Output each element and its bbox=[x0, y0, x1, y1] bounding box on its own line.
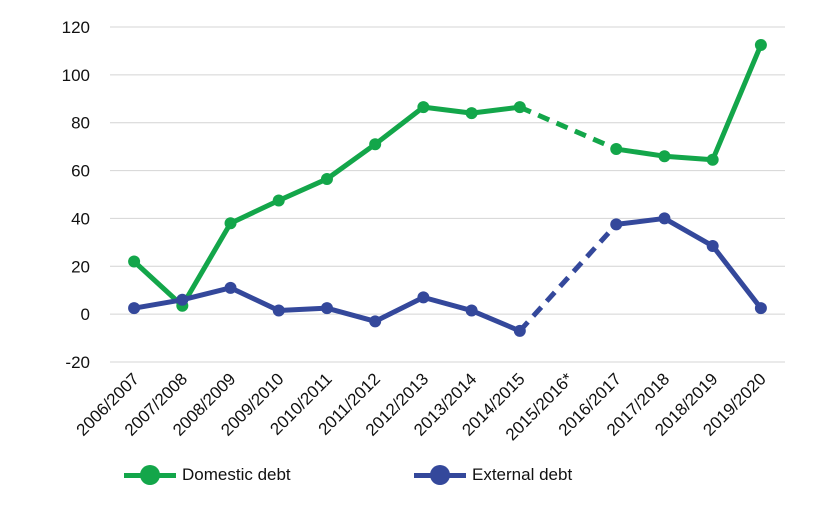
legend-item-external: External debt bbox=[414, 462, 572, 488]
data-point bbox=[176, 293, 189, 306]
data-point bbox=[610, 143, 623, 156]
series-gap-dashed bbox=[517, 222, 619, 333]
x-axis-ticks: 2006/20072007/20082008/20092009/20102010… bbox=[73, 369, 770, 444]
series-line bbox=[613, 215, 764, 311]
y-tick-label: 40 bbox=[71, 209, 90, 228]
data-point bbox=[128, 302, 141, 315]
data-point bbox=[706, 239, 719, 252]
data-point bbox=[272, 304, 285, 317]
data-point bbox=[658, 212, 671, 225]
series-1 bbox=[128, 212, 767, 337]
series-line bbox=[613, 42, 764, 163]
data-point bbox=[465, 304, 478, 317]
data-point bbox=[513, 324, 526, 337]
data-point bbox=[369, 315, 382, 328]
y-tick-label: 100 bbox=[62, 66, 90, 85]
data-point bbox=[610, 218, 623, 231]
data-point bbox=[224, 217, 237, 230]
gridlines bbox=[110, 26, 785, 363]
y-axis-ticks: -20 0 20 40 60 80 100 120 bbox=[62, 18, 90, 372]
data-point bbox=[369, 138, 382, 151]
legend-label-domestic: Domestic debt bbox=[182, 465, 291, 484]
data-point bbox=[754, 302, 767, 315]
y-tick-label: 20 bbox=[71, 257, 90, 276]
y-tick-label: 0 bbox=[81, 305, 90, 324]
series-line bbox=[131, 104, 523, 309]
data-point bbox=[417, 101, 430, 114]
data-point bbox=[272, 194, 285, 207]
y-tick-label: 60 bbox=[71, 162, 90, 181]
data-point bbox=[754, 38, 767, 51]
data-point bbox=[465, 107, 478, 120]
data-point bbox=[706, 153, 719, 166]
data-point bbox=[320, 302, 333, 315]
legend-swatch-domestic bbox=[124, 464, 176, 485]
data-point bbox=[513, 101, 526, 114]
data-point bbox=[128, 255, 141, 268]
series-gap-dashed bbox=[518, 104, 618, 152]
y-tick-label: 120 bbox=[62, 18, 90, 37]
legend-label-external: External debt bbox=[472, 465, 573, 484]
series-0 bbox=[128, 38, 767, 312]
series bbox=[128, 38, 767, 337]
y-tick-label: 80 bbox=[71, 114, 90, 133]
legend-item-domestic: Domestic debt bbox=[124, 462, 291, 488]
data-point bbox=[658, 150, 671, 163]
y-tick-label: -20 bbox=[65, 353, 90, 372]
data-point bbox=[417, 291, 430, 304]
legend-swatch-external bbox=[414, 464, 466, 485]
data-point bbox=[224, 281, 237, 294]
data-point bbox=[320, 172, 333, 185]
